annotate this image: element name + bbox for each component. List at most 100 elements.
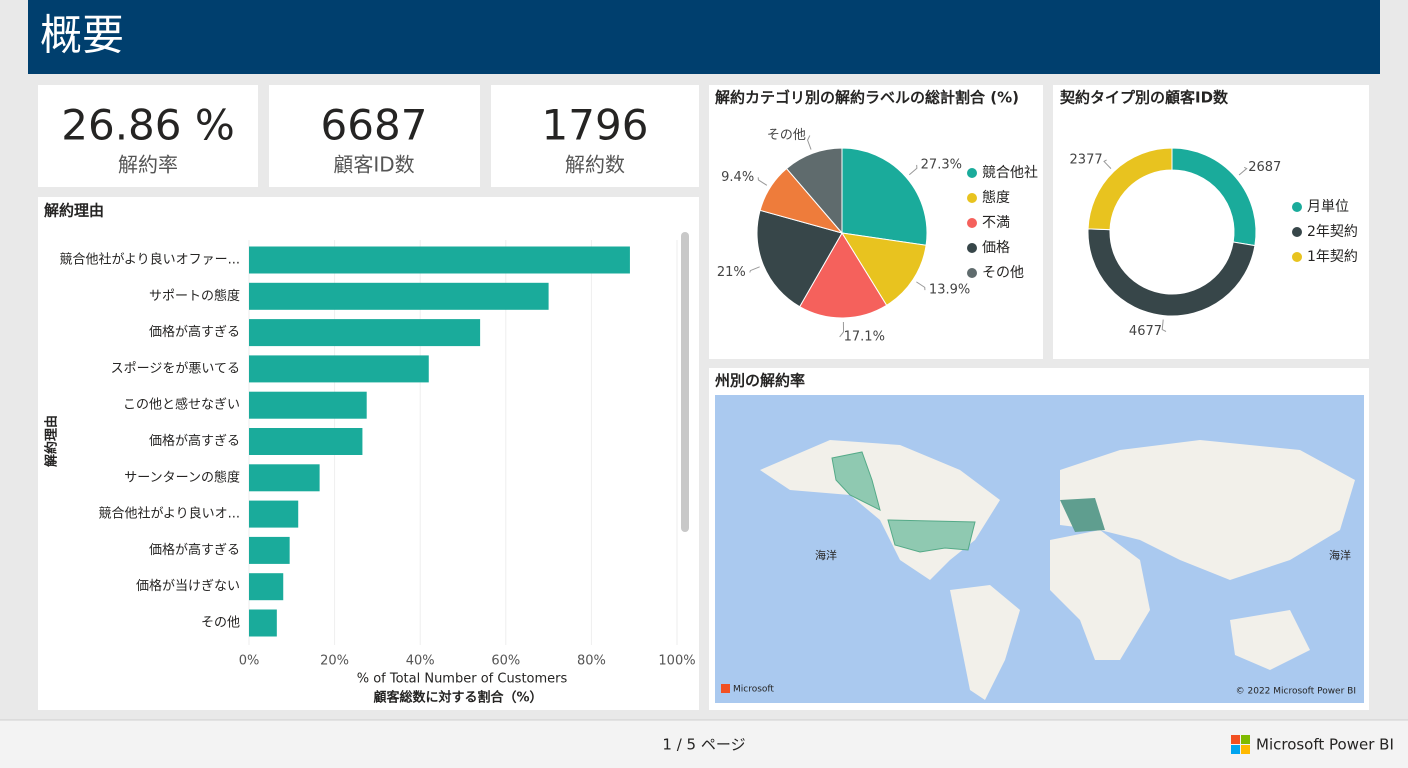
brand: Microsoft Power BI (1256, 736, 1394, 754)
data-label: 9.4% (721, 170, 754, 185)
alaska-highlight (831, 451, 881, 511)
data-label: 2377 (1070, 152, 1103, 167)
logo-square (1241, 735, 1250, 744)
legend-entry: 競合他社 (982, 165, 1038, 181)
page-indicator[interactable]: 1 / 5 ページ (662, 736, 745, 754)
legend-swatch (1292, 227, 1302, 237)
y-tick-label: 価格が高すぎる (149, 324, 240, 340)
legend-entry: 価格 (982, 240, 1010, 256)
chart-title: 解約理由 (44, 202, 104, 220)
leader-line (1103, 159, 1112, 169)
x-axis-label: % of Total Number of Customers (357, 672, 568, 687)
legend-swatch (967, 218, 977, 228)
data-label: 17.1% (844, 329, 885, 344)
map: 州別の解約率 海洋 海洋 Microsoft © 2022 Microsoft … (714, 372, 1364, 703)
bar (249, 464, 320, 492)
data-label: 2687 (1248, 160, 1281, 175)
data-label: 4677 (1129, 324, 1162, 339)
x-tick-label: 100% (658, 654, 695, 669)
x-tick-label: 0% (239, 654, 260, 669)
kpi-label: 解約率 (118, 153, 178, 177)
slice (785, 147, 843, 235)
leader-line (807, 135, 812, 150)
y-tick-label: 価格が高すぎる (149, 542, 240, 558)
legend-entry: 2年契約 (1307, 224, 1358, 240)
page-title: 概要 (40, 11, 124, 60)
data-label: 27.3% (921, 157, 962, 172)
y-tick-label: サポートの態度 (149, 288, 240, 304)
eurasia (1060, 440, 1355, 580)
slice (841, 232, 927, 307)
y-tick-label: 競合他社がより良いオ... (99, 506, 241, 522)
legend-entry: 態度 (982, 190, 1010, 206)
bar (249, 536, 290, 564)
kpi-card (269, 85, 480, 187)
bar (249, 573, 284, 601)
bar (249, 500, 299, 528)
legend-swatch (967, 168, 977, 178)
map-copyright: © 2022 Microsoft Power BI (1236, 687, 1356, 697)
map-title: 州別の解約率 (714, 372, 805, 390)
legend-entry: 1年契約 (1307, 249, 1358, 265)
bar (249, 609, 277, 637)
y-tick-label: 価格が当けぎない (136, 578, 240, 594)
x-axis-label: 顧客総数に対する割合（%） (373, 690, 542, 706)
south-america (950, 585, 1020, 700)
scrollbar[interactable] (681, 232, 689, 532)
kpi-value: 6687 (321, 101, 428, 150)
data-label: 13.9% (929, 283, 970, 298)
slice (1087, 228, 1256, 317)
ms-logo (721, 684, 730, 693)
kpi-label: 解約数 (565, 153, 625, 177)
kpi-card (491, 85, 699, 187)
header-bar (28, 0, 1380, 74)
slice (841, 147, 928, 246)
x-tick-label: 60% (491, 654, 520, 669)
bar (249, 355, 429, 383)
bar (249, 319, 481, 347)
y-tick-label: スポージをが悪いてる (111, 361, 240, 376)
y-tick-label: 価格が高すぎる (149, 433, 240, 449)
leader-line (757, 177, 768, 186)
brand-logo (1231, 735, 1250, 754)
kpi-value: 1796 (542, 101, 649, 150)
logo-square (1231, 745, 1240, 754)
bar (249, 428, 363, 455)
chart-title: 契約タイプ別の顧客ID数 (1059, 89, 1229, 107)
map-attribution: Microsoft (733, 685, 774, 695)
slice (756, 209, 843, 308)
australia (1230, 610, 1310, 670)
data-label: 21% (717, 265, 746, 280)
bar-panel (38, 197, 699, 710)
map-label: 海洋 (1329, 548, 1351, 562)
x-tick-label: 20% (320, 654, 349, 669)
kpi-label: 顧客ID数 (333, 153, 414, 177)
y-tick-label: サーンターンの態度 (124, 469, 240, 485)
y-axis-label: 解約理由 (44, 415, 60, 468)
leader-line (908, 164, 918, 176)
x-tick-label: 80% (577, 654, 606, 669)
y-tick-label: この他と感せなぎい (123, 397, 240, 413)
footer (0, 720, 1408, 768)
legend-swatch (967, 193, 977, 203)
legend-entry: その他 (982, 265, 1024, 281)
legend-swatch (967, 268, 977, 278)
europe-highlight (1060, 498, 1105, 532)
bar (249, 282, 549, 310)
legend-swatch (967, 243, 977, 253)
x-tick-label: 40% (406, 654, 435, 669)
slice (798, 232, 888, 319)
leader-line (1238, 166, 1248, 176)
kpi-card (38, 85, 258, 187)
usa-highlight (887, 519, 976, 553)
chart-title: 解約カテゴリ別の解約ラベルの総計割合 (%) (715, 89, 1019, 107)
leader-line (839, 321, 845, 338)
leader-line (749, 266, 760, 273)
bar (249, 391, 367, 419)
africa (1050, 530, 1150, 660)
leader-line (916, 281, 926, 291)
logo-square (1241, 745, 1250, 754)
y-tick-label: その他 (201, 616, 240, 631)
